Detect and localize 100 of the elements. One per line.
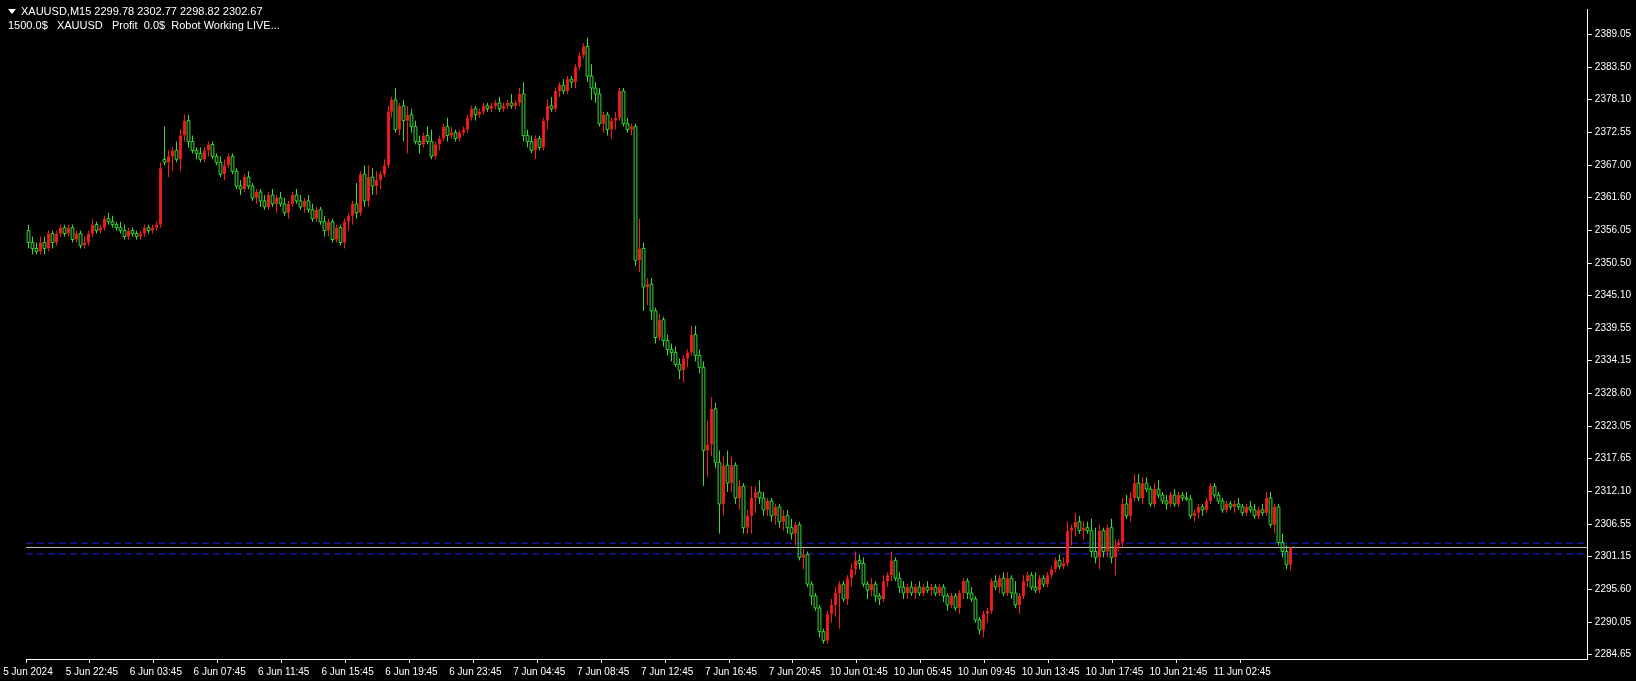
candlestick bbox=[478, 108, 481, 119]
candlestick bbox=[267, 191, 270, 211]
x-tick-label: 6 Jun 19:45 bbox=[385, 665, 439, 677]
candlestick bbox=[1124, 494, 1129, 520]
candlestick bbox=[1098, 524, 1101, 570]
candlestick bbox=[422, 132, 425, 148]
x-tick-label: 6 Jun 07:45 bbox=[193, 665, 247, 677]
x-tick-label: 6 Jun 03:45 bbox=[129, 665, 183, 677]
candlestick bbox=[434, 141, 437, 160]
candlestick bbox=[1177, 491, 1180, 508]
candlestick bbox=[75, 230, 78, 243]
candlestick bbox=[834, 586, 837, 618]
y-tick-label: 2383.50 bbox=[1594, 60, 1632, 72]
y-tick-label: 2290.05 bbox=[1594, 616, 1632, 628]
x-tick-label: 7 Jun 16:45 bbox=[704, 665, 758, 677]
candlestick bbox=[830, 598, 833, 624]
candlestick bbox=[393, 87, 398, 134]
candlestick bbox=[854, 550, 857, 576]
candlestick bbox=[482, 102, 485, 116]
candlestick bbox=[183, 114, 186, 142]
x-tick-label: 10 Jun 01:45 bbox=[829, 665, 889, 677]
candlestick bbox=[886, 571, 889, 588]
candlestick bbox=[1205, 497, 1208, 514]
x-tick-label: 10 Jun 21:45 bbox=[1149, 665, 1208, 677]
candlestick bbox=[630, 123, 633, 137]
candlestick bbox=[962, 577, 965, 600]
candlestick bbox=[1193, 509, 1196, 523]
candlestick bbox=[398, 102, 401, 137]
candlestick bbox=[490, 102, 493, 113]
x-tick-label: 6 Jun 15:45 bbox=[321, 665, 375, 677]
candlestick bbox=[566, 75, 569, 95]
candlestick bbox=[287, 200, 290, 220]
candlestick bbox=[890, 550, 893, 582]
candlestick bbox=[1006, 571, 1009, 597]
candlestick bbox=[638, 218, 641, 273]
candlestick bbox=[367, 164, 370, 208]
candlestick bbox=[754, 485, 757, 514]
candlestick bbox=[1141, 476, 1144, 505]
candlestick bbox=[354, 182, 359, 220]
candlestick bbox=[514, 99, 517, 110]
candlestick bbox=[782, 509, 785, 532]
y-tick-label: 2306.55 bbox=[1594, 518, 1632, 530]
candlestick bbox=[383, 158, 386, 178]
candlestick bbox=[1050, 565, 1053, 579]
candlestick bbox=[1233, 500, 1236, 514]
candlestick bbox=[610, 117, 613, 140]
y-tick-label: 2284.65 bbox=[1594, 648, 1632, 660]
candlestick bbox=[509, 93, 514, 110]
y-tick-label: 2323.05 bbox=[1594, 420, 1632, 432]
candlestick bbox=[67, 224, 70, 238]
candlestick bbox=[578, 51, 581, 71]
candlestick bbox=[315, 206, 318, 223]
candlestick bbox=[155, 221, 158, 232]
candlestick bbox=[1026, 571, 1029, 588]
candlestick bbox=[1265, 491, 1268, 517]
candlestick bbox=[686, 348, 689, 368]
candlestick bbox=[930, 583, 933, 597]
candlestick bbox=[1273, 503, 1276, 535]
candlestick bbox=[682, 354, 685, 383]
candlestick bbox=[375, 170, 378, 196]
candlestick bbox=[542, 117, 545, 151]
candlestick bbox=[347, 212, 350, 232]
candlestick bbox=[998, 574, 1001, 594]
candlestick bbox=[826, 610, 829, 645]
candlestick bbox=[738, 479, 741, 511]
candlestick bbox=[379, 170, 382, 190]
chart-title: XAUUSD,M15 2299.78 2302.77 2298.82 2302.67 bbox=[21, 4, 263, 18]
candlestick bbox=[291, 191, 294, 208]
candlestick bbox=[690, 325, 693, 356]
y-tick-label: 2372.55 bbox=[1594, 126, 1632, 138]
x-tick-label: 11 Jun 02:45 bbox=[1213, 665, 1272, 677]
candlestick bbox=[730, 455, 733, 493]
x-tick-label: 10 Jun 17:45 bbox=[1085, 665, 1144, 677]
candlestick bbox=[203, 146, 206, 163]
candlestick bbox=[1038, 574, 1041, 594]
candlestick bbox=[982, 610, 985, 639]
candlestick bbox=[990, 577, 993, 615]
candlestick bbox=[794, 521, 797, 547]
candlestick bbox=[518, 87, 521, 107]
candlestick bbox=[838, 580, 841, 630]
candlestick bbox=[906, 583, 909, 600]
candlestick bbox=[227, 152, 230, 169]
candlestick bbox=[882, 574, 885, 603]
candlestick bbox=[91, 218, 94, 238]
candlestick bbox=[1106, 524, 1109, 558]
candlestick bbox=[1257, 506, 1260, 520]
candlestick bbox=[406, 105, 409, 154]
candlestick bbox=[1018, 592, 1021, 615]
x-tick-label: 7 Jun 20:45 bbox=[768, 665, 822, 677]
y-tick-label: 2301.15 bbox=[1594, 550, 1632, 562]
candlestick bbox=[159, 161, 162, 229]
candlestick bbox=[582, 42, 585, 59]
candlestick bbox=[534, 135, 537, 160]
candlestick bbox=[870, 577, 873, 597]
candlestick bbox=[335, 224, 338, 243]
text: 1500.0$ XAUUSD Profit 0.0$ Robot Working LIVE... bbox=[8, 18, 280, 32]
candlestick bbox=[39, 236, 42, 255]
candlestick bbox=[850, 562, 853, 588]
candlestick bbox=[1022, 574, 1025, 600]
candlestick bbox=[750, 485, 753, 535]
